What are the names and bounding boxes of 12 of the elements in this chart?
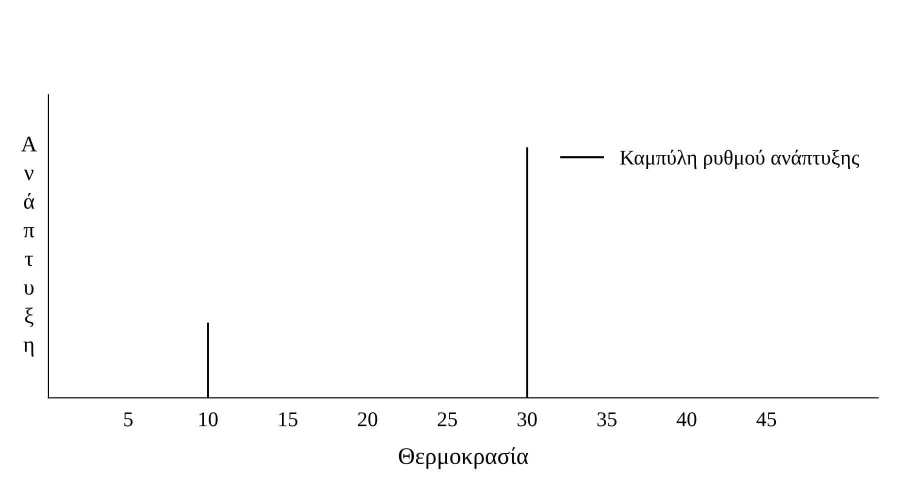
x-tick-label: 10 [199, 412, 218, 426]
y-axis-title: Ανάπτυξη [21, 136, 37, 357]
x-tick-label: 45 [756, 412, 776, 426]
x-tick-label: 5 [124, 412, 133, 426]
x-tick-label: 35 [597, 412, 617, 426]
legend-label: Καμπύλη ρυθμού ανάπτυξης [620, 150, 860, 169]
x-tick-label: 15 [279, 412, 298, 426]
x-tick-label: 40 [676, 412, 696, 426]
x-axis-title: Θερμοκρασία [398, 447, 528, 469]
x-tick-label: 25 [438, 412, 457, 426]
x-tick-label: 30 [518, 412, 537, 426]
x-tick-label: 20 [358, 412, 378, 426]
